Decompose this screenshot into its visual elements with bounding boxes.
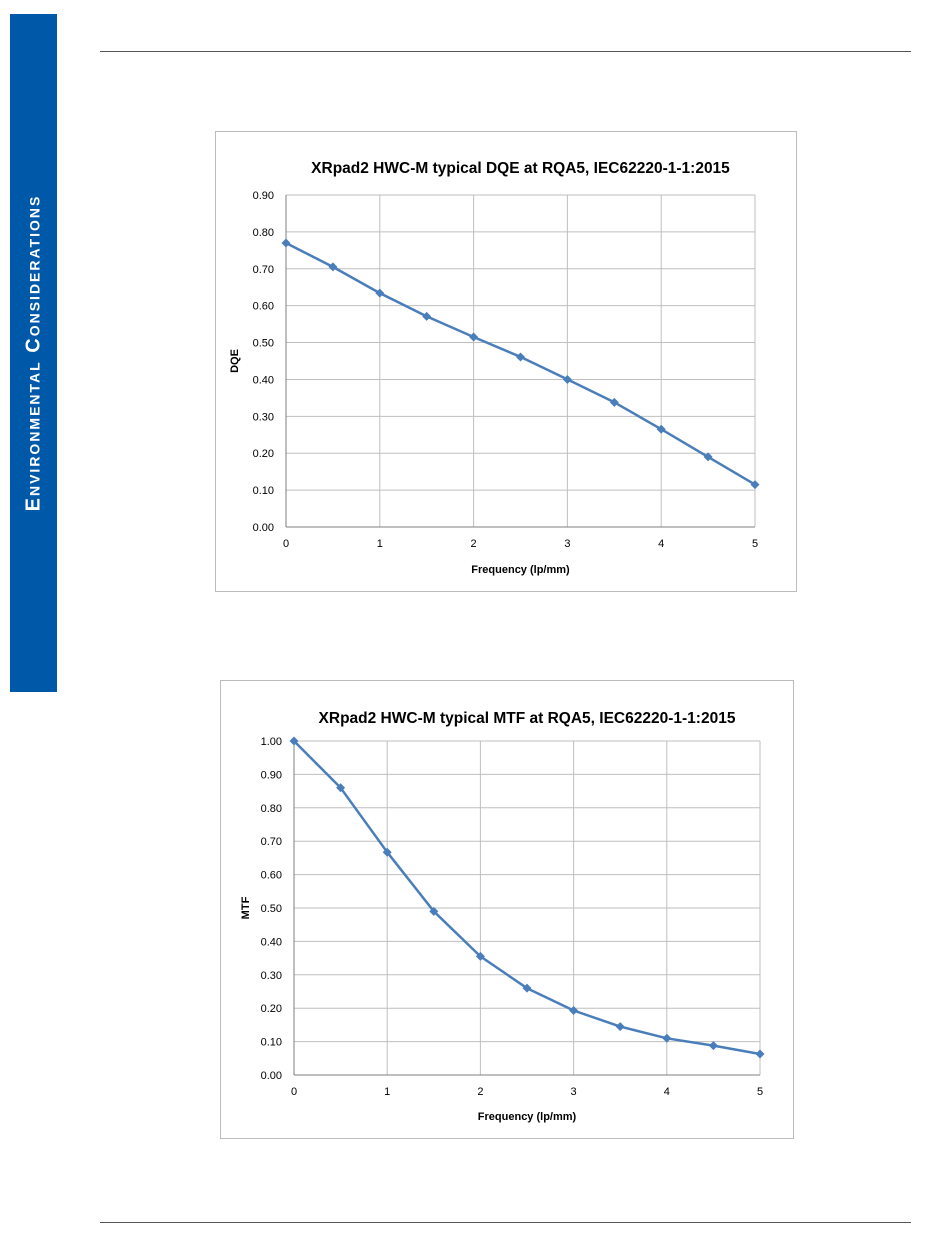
y-tick-label: 0.10	[253, 485, 274, 497]
mtf-chart: XRpad2 HWC-M typical MTF at RQA5, IEC622…	[220, 680, 794, 1139]
section-label: Environmental Considerations	[22, 194, 44, 512]
y-tick-label: 0.00	[253, 522, 274, 534]
data-point	[522, 983, 532, 993]
series-line	[285, 241, 756, 486]
data-point	[328, 262, 338, 272]
x-tick-label: 3	[564, 538, 570, 550]
x-tick-label: 4	[664, 1086, 670, 1098]
data-point	[708, 1041, 718, 1051]
data-point	[609, 397, 619, 407]
data-point	[656, 424, 666, 434]
y-tick-label: 0.90	[261, 769, 282, 781]
data-point	[429, 906, 439, 916]
data-point	[382, 847, 392, 857]
y-tick-label: 0.20	[253, 448, 274, 460]
footer-rule	[100, 1222, 911, 1223]
x-tick-label: 0	[283, 538, 289, 550]
x-tick-label: 2	[477, 1086, 483, 1098]
x-tick-label: 1	[384, 1086, 390, 1098]
y-tick-label: 0.40	[253, 374, 274, 386]
y-tick-label: 0.70	[253, 264, 274, 276]
data-point	[422, 311, 432, 321]
data-point	[469, 332, 479, 342]
y-tick-label: 0.40	[261, 936, 282, 948]
y-tick-label: 0.30	[261, 970, 282, 982]
mtf-chart-svg: XRpad2 HWC-M typical MTF at RQA5, IEC622…	[240, 710, 765, 1123]
y-tick-label: 0.10	[261, 1037, 282, 1049]
data-point	[475, 951, 485, 961]
y-tick-label: 0.60	[261, 870, 282, 882]
y-tick-label: 0.50	[253, 338, 274, 350]
data-point	[375, 288, 385, 298]
x-axis-label: Frequency (lp/mm)	[478, 1111, 577, 1123]
x-tick-label: 2	[471, 538, 477, 550]
y-tick-label: 0.90	[253, 190, 274, 202]
y-tick-label: 1.00	[261, 736, 282, 748]
x-tick-label: 3	[571, 1086, 577, 1098]
data-point	[750, 480, 760, 490]
x-tick-label: 5	[757, 1086, 763, 1098]
chart-title: XRpad2 HWC-M typical DQE at RQA5, IEC622…	[311, 160, 730, 177]
y-tick-label: 0.50	[261, 903, 282, 915]
data-point	[662, 1033, 672, 1043]
dqe-chart-svg: XRpad2 HWC-M typical DQE at RQA5, IEC622…	[229, 160, 760, 576]
y-axis-label: MTF	[240, 896, 252, 919]
y-tick-label: 0.80	[253, 227, 274, 239]
x-axis-label: Frequency (lp/mm)	[471, 564, 570, 576]
data-point	[281, 238, 291, 248]
data-point	[516, 352, 525, 362]
x-tick-label: 5	[752, 538, 758, 550]
data-point	[336, 783, 346, 793]
data-point	[615, 1022, 625, 1032]
y-tick-label: 0.70	[261, 836, 282, 848]
y-tick-label: 0.60	[253, 301, 274, 313]
y-tick-label: 0.20	[261, 1003, 282, 1015]
data-point	[289, 736, 299, 746]
y-tick-label: 0.00	[261, 1070, 282, 1082]
y-tick-label: 0.30	[253, 411, 274, 423]
section-side-tab: Environmental Considerations	[10, 14, 57, 692]
y-axis-label: DQE	[229, 349, 241, 373]
x-tick-label: 1	[377, 538, 383, 550]
header-rule	[100, 51, 911, 52]
data-point	[755, 1049, 765, 1059]
chart-title: XRpad2 HWC-M typical MTF at RQA5, IEC622…	[319, 710, 736, 727]
data-point	[703, 452, 713, 462]
y-tick-label: 0.80	[261, 803, 282, 815]
dqe-chart: XRpad2 HWC-M typical DQE at RQA5, IEC622…	[215, 131, 797, 592]
series-line	[293, 740, 761, 1056]
x-tick-label: 4	[658, 538, 664, 550]
data-point	[562, 374, 572, 384]
data-point	[569, 1006, 579, 1016]
x-tick-label: 0	[291, 1086, 297, 1098]
